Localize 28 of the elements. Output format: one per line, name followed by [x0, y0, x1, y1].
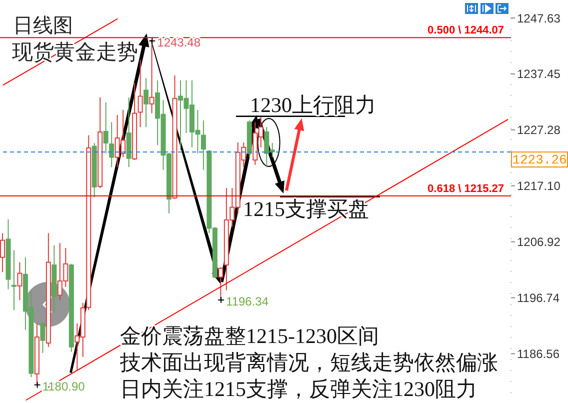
y-tick-label: 1237.45 — [517, 67, 561, 82]
annotation: 日内关注1215支撑，反弹关注1230阻力 — [120, 377, 477, 401]
y-tick-label: 1196.74 — [517, 291, 560, 306]
y-tick-label: 1247.63 — [517, 11, 561, 26]
y-tick-label: 1186.56 — [517, 347, 560, 361]
candlestick — [126, 96, 132, 168]
annotation: 1243.48 — [157, 35, 201, 50]
annotation: 技术面出现背离情况，短线走势依然偏涨 — [119, 350, 498, 374]
candlestick — [109, 122, 114, 168]
candlestick — [200, 120, 206, 170]
candlestick — [52, 244, 57, 314]
chart-title: 日线图 — [13, 15, 73, 37]
candlestick — [46, 232, 51, 348]
ref-line-label: 0.500 \ 1244.07 — [428, 24, 504, 37]
y-tick-label: 1227.28 — [517, 123, 561, 138]
candlestick — [6, 218, 11, 290]
y-tick-label: 1217.10 — [517, 179, 561, 194]
ref-line-label: 1223.26 — [512, 152, 567, 168]
candlestick — [144, 78, 149, 128]
y-tick-label: 1206.92 — [517, 235, 561, 250]
candlestick — [138, 59, 143, 128]
ref-line-label: 0.618 \ 1215.27 — [428, 182, 504, 195]
candlestick — [11, 250, 16, 311]
candlestick — [103, 102, 108, 154]
annotation: 1196.34 — [226, 294, 269, 308]
candlestick — [17, 262, 22, 301]
candlestick — [92, 142, 97, 198]
annotation: 1230上行阻力 — [250, 93, 376, 117]
